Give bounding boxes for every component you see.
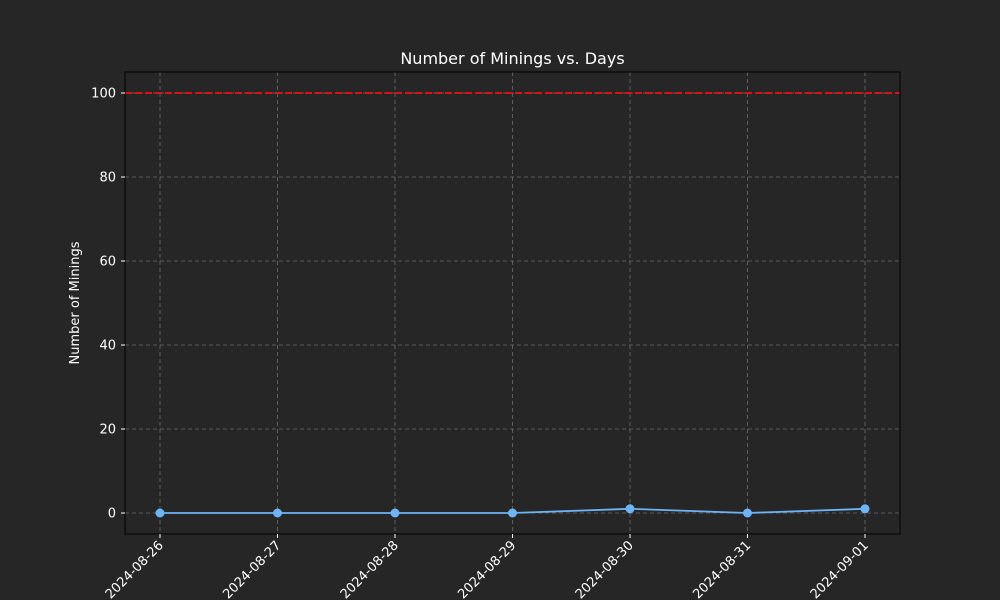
y-tick-label: 80 <box>99 171 116 186</box>
data-point <box>273 509 282 518</box>
y-tick-label: 100 <box>91 87 116 102</box>
data-point <box>861 504 870 513</box>
chart-title: Number of Minings vs. Days <box>400 49 624 68</box>
ticks: 0 20 40 60 80 100 2024-08-26 2024-08-27 2024-08-… <box>91 87 872 600</box>
y-tick-label: 40 <box>99 339 116 354</box>
x-tick-label: 2024-08-29 <box>455 538 519 600</box>
y-axis-label: Number of Minings <box>68 241 83 364</box>
x-tick-label: 2024-09-01 <box>808 538 872 600</box>
y-tick-label: 60 <box>99 255 116 270</box>
y-tick-label: 20 <box>99 423 116 438</box>
data-point <box>743 509 752 518</box>
x-tick-label: 2024-08-31 <box>690 538 754 600</box>
data-point <box>156 509 165 518</box>
data-point <box>508 509 517 518</box>
x-tick-label: 2024-08-27 <box>220 538 284 600</box>
data-point <box>626 504 635 513</box>
x-tick-label: 2024-08-26 <box>103 538 167 600</box>
x-tick-label: 2024-08-30 <box>573 538 637 600</box>
x-tick-label: 2024-08-28 <box>338 538 402 600</box>
y-tick-label: 0 <box>108 507 116 522</box>
grid <box>125 72 900 534</box>
data-point <box>391 509 400 518</box>
